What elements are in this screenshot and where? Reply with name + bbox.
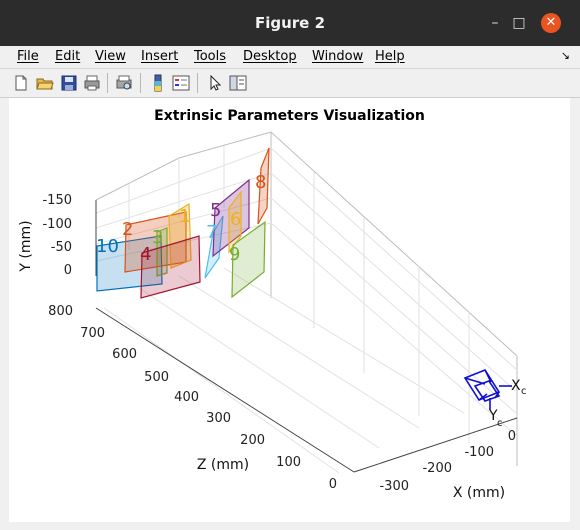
title-bar[interactable]: Figure 2 – □ ✕ — [0, 0, 580, 46]
print-icon[interactable] — [83, 74, 101, 92]
plot-title: Extrinsic Parameters Visualization — [154, 108, 425, 124]
board-label-3: 3 — [152, 227, 163, 248]
menu-help[interactable]: Help — [375, 49, 405, 64]
print-preview-icon[interactable] — [115, 74, 133, 92]
toolbar — [0, 68, 580, 98]
x-axis-line — [353, 417, 518, 473]
maximize-icon[interactable]: □ — [512, 15, 526, 31]
calibration-boards: 10 2 1 3 4 5 6 7 8 9 — [96, 147, 270, 299]
board-8 — [257, 147, 270, 225]
board-1 — [168, 202, 192, 269]
board-label-4: 4 — [140, 244, 151, 265]
board-label-10: 10 — [96, 236, 119, 257]
camera-x-axis-subscript: c — [521, 386, 527, 397]
board-label-7: 7 — [206, 222, 217, 243]
board-label-9: 9 — [229, 244, 240, 265]
z-tick-label: 800 — [48, 304, 73, 319]
property-editor-icon[interactable] — [229, 74, 247, 92]
menu-overflow-icon[interactable]: ↘ — [560, 49, 570, 62]
board-label-6: 6 — [230, 209, 241, 230]
z-tick-label: 400 — [174, 390, 199, 405]
menu-file[interactable]: File — [17, 49, 39, 64]
open-file-icon[interactable] — [36, 74, 54, 92]
y-axis-label: Y (mm) — [18, 220, 34, 272]
menu-bar: File Edit View Insert Tools Desktop Wind… — [0, 46, 580, 68]
board-3 — [156, 227, 168, 277]
axes-3d[interactable]: 10 2 1 3 4 5 6 7 8 9 — [9, 98, 570, 522]
z-tick-label: 0 — [329, 477, 337, 492]
y-tick-label: 0 — [64, 263, 72, 278]
board-label-2: 2 — [122, 219, 133, 240]
menu-tools[interactable]: Tools — [194, 49, 227, 64]
minimize-icon[interactable]: – — [491, 15, 499, 31]
camera-y-axis-subscript: c — [497, 418, 503, 429]
z-axis-label: Z (mm) — [197, 457, 249, 473]
pointer-icon[interactable] — [206, 74, 224, 92]
board-9 — [231, 220, 266, 299]
board-7 — [204, 215, 224, 279]
new-figure-icon[interactable] — [12, 74, 30, 92]
x-tick-label: -200 — [422, 461, 452, 476]
save-icon[interactable] — [60, 74, 78, 92]
camera-x-axis-label: X — [511, 378, 521, 394]
colorbar-icon[interactable] — [149, 74, 167, 92]
window-title: Figure 2 — [254, 14, 326, 32]
z-axis-line — [95, 307, 355, 473]
menu-insert[interactable]: Insert — [141, 49, 179, 64]
close-icon[interactable]: ✕ — [541, 13, 561, 33]
board-label-8: 8 — [255, 172, 266, 193]
board-10 — [96, 235, 163, 292]
board-label-5: 5 — [210, 200, 221, 221]
camera-model — [463, 369, 512, 410]
z-tick-label: 300 — [206, 411, 231, 426]
menu-desktop[interactable]: Desktop — [243, 49, 297, 64]
board-4 — [140, 235, 201, 299]
y-tick-label: -150 — [42, 193, 72, 208]
board-label-1: 1 — [179, 206, 190, 227]
menu-view[interactable]: View — [95, 49, 126, 64]
x-tick-label: -100 — [464, 445, 494, 460]
menu-window[interactable]: Window — [312, 49, 364, 64]
menu-edit[interactable]: Edit — [55, 49, 81, 64]
z-tick-label: 200 — [240, 433, 265, 448]
board-5 — [212, 178, 250, 258]
z-tick-label: 600 — [112, 347, 137, 362]
z-tick-label: 700 — [80, 326, 105, 341]
board-6 — [228, 190, 242, 254]
camera-y-axis-label: Y — [488, 408, 498, 424]
x-tick-label: -300 — [379, 479, 409, 494]
grid-lines — [95, 146, 518, 474]
figure-canvas[interactable]: Extrinsic Parameters Visualization — [9, 98, 570, 522]
x-tick-label: 0 — [508, 429, 516, 444]
toolbar-separator — [140, 73, 141, 93]
x-axis-label: X (mm) — [453, 485, 505, 501]
toolbar-separator — [107, 73, 108, 93]
y-tick-label: -100 — [42, 217, 72, 232]
z-tick-label: 100 — [276, 455, 301, 470]
legend-icon[interactable] — [172, 74, 190, 92]
z-tick-label: 500 — [144, 370, 169, 385]
y-tick-label: -50 — [51, 240, 72, 255]
axes-box-top — [95, 131, 518, 357]
toolbar-separator — [197, 73, 198, 93]
